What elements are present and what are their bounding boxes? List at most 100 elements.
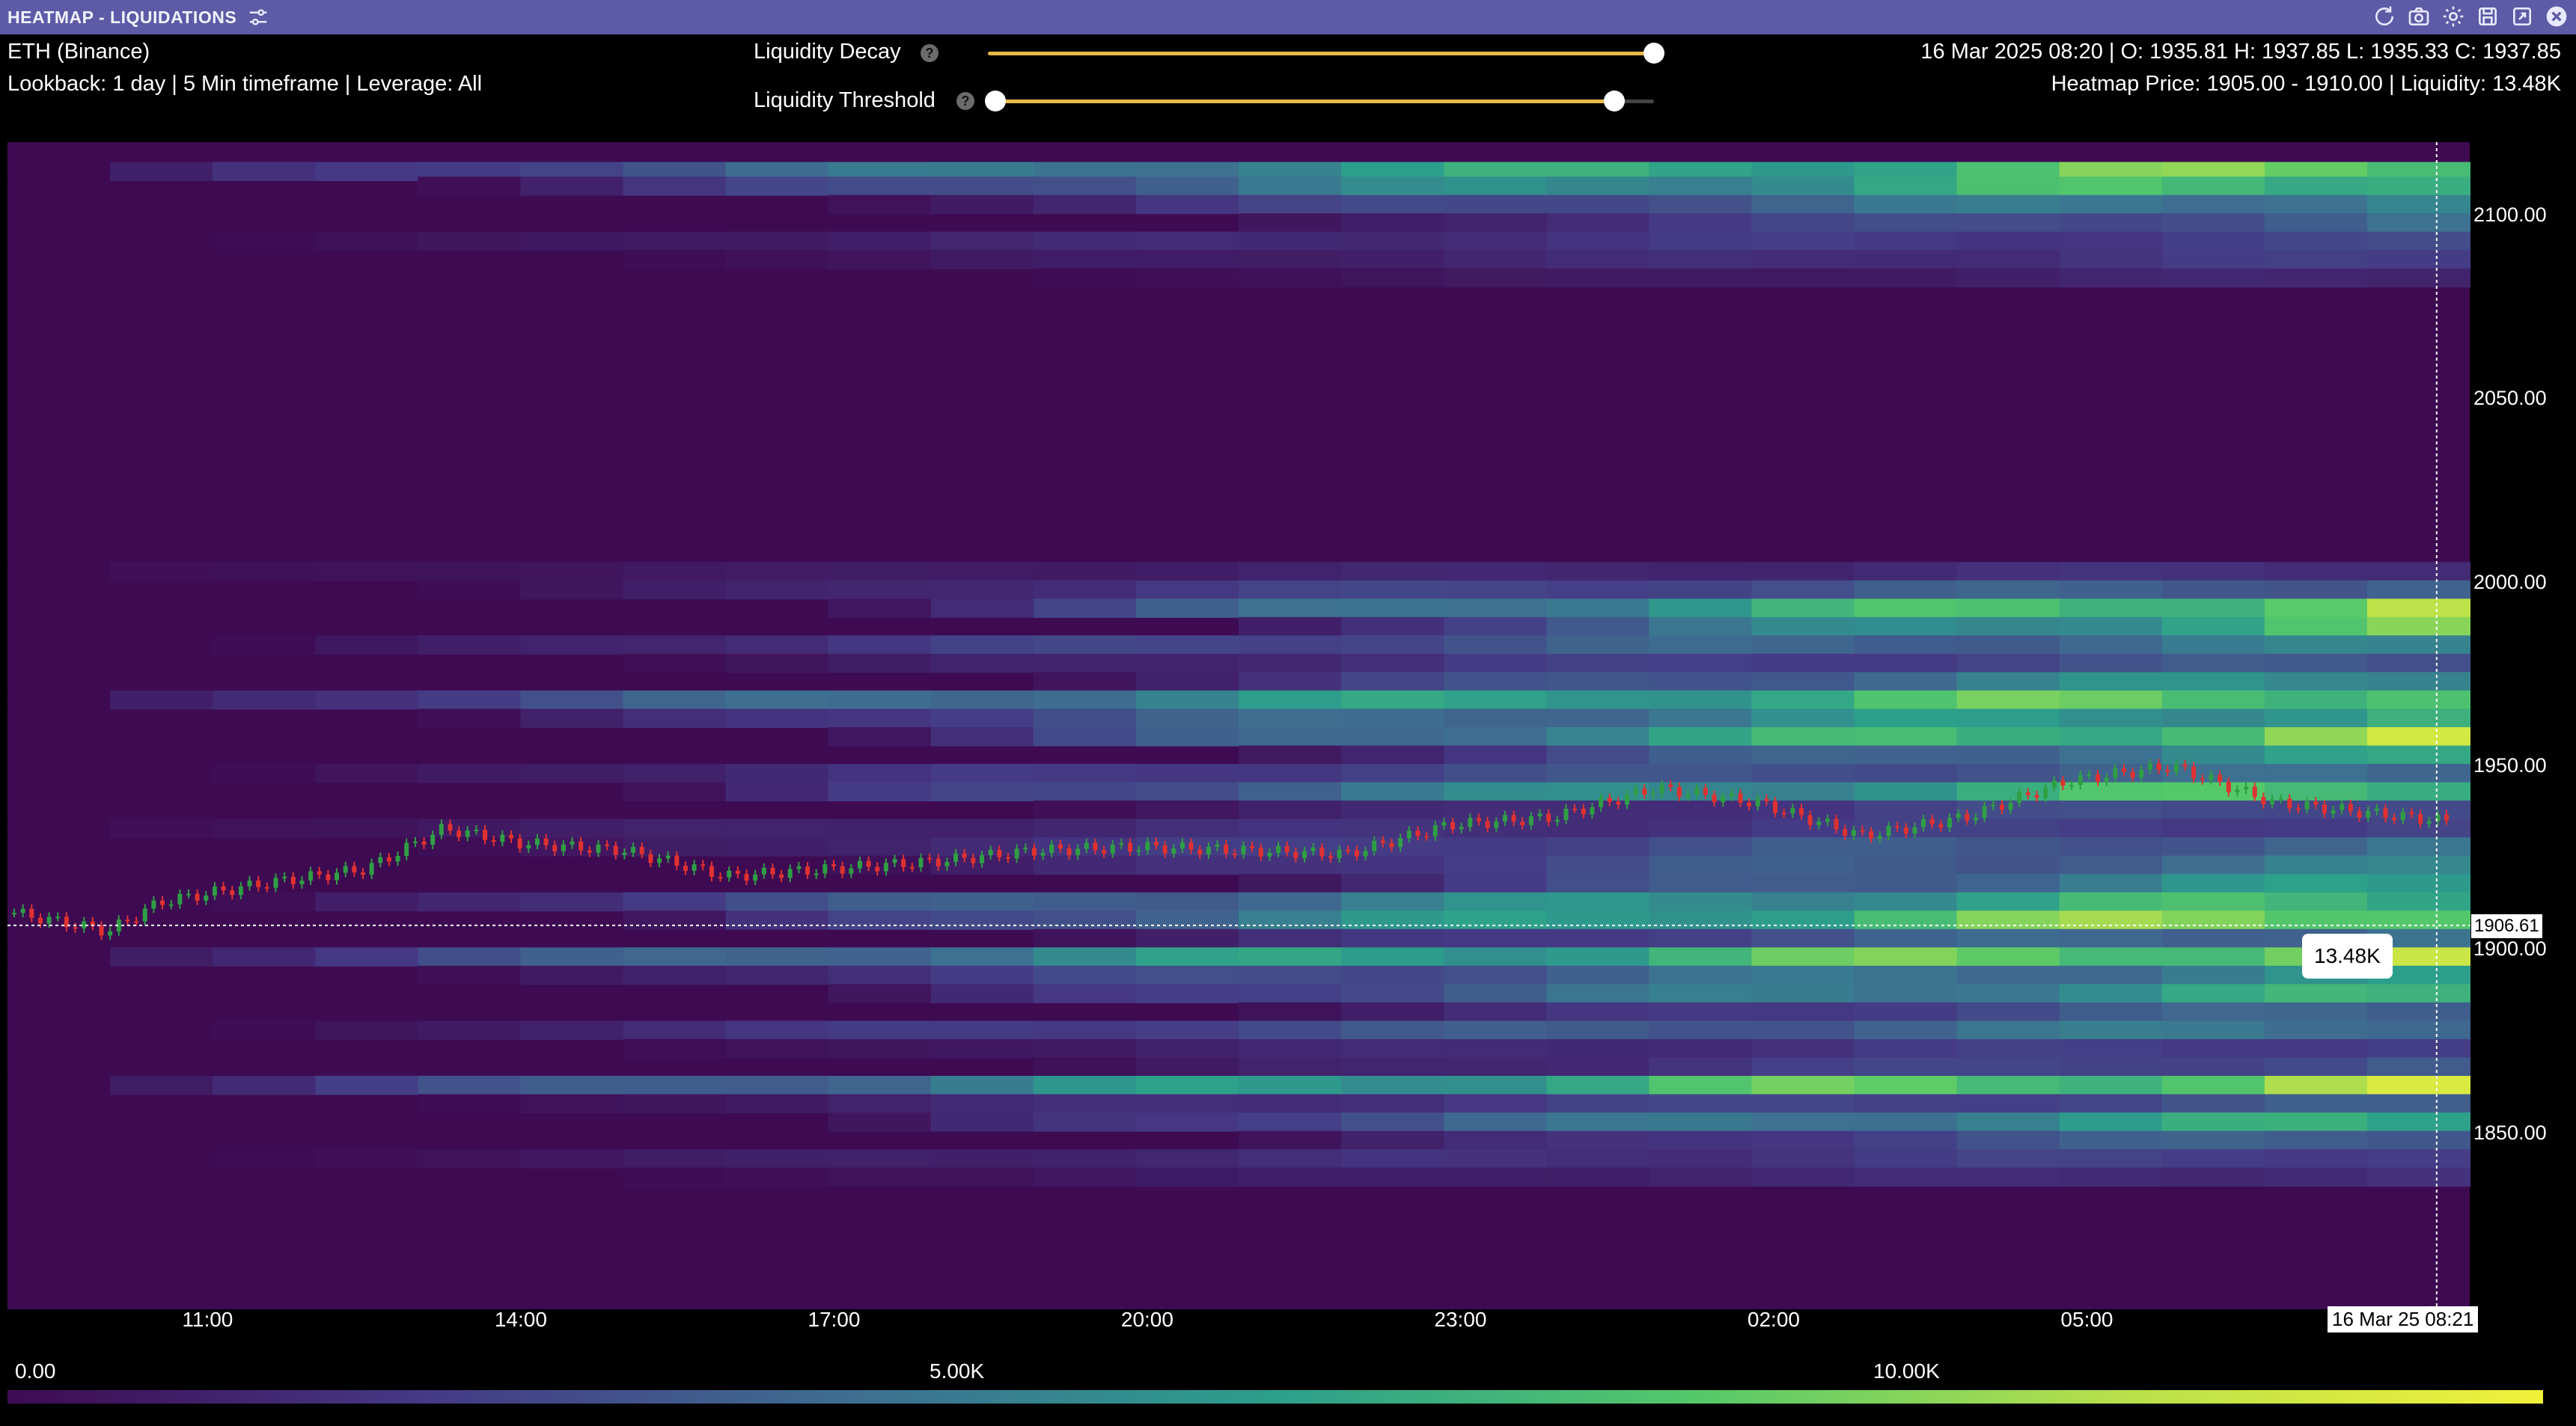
export-icon[interactable]	[2510, 4, 2534, 28]
candle	[2383, 804, 2388, 823]
candle	[814, 869, 819, 879]
y-tick-label: 2050.00	[2473, 387, 2547, 410]
liquidity-band	[623, 250, 2470, 269]
candle	[1511, 810, 1516, 827]
candle	[953, 848, 959, 866]
liquidity-threshold-min-handle[interactable]	[985, 91, 1006, 111]
x-tick-label: 02:00	[1747, 1308, 1800, 1331]
liquidity-decay-handle[interactable]	[1643, 43, 1664, 64]
liquidity-band	[828, 1113, 2470, 1132]
candle	[299, 876, 305, 889]
candle	[709, 861, 714, 881]
candle	[1877, 831, 1882, 843]
candle	[1485, 816, 1490, 833]
ohlc-readout: 16 Mar 2025 08:20 | O: 1935.81 H: 1937.8…	[1920, 40, 2561, 64]
candle	[1572, 804, 1578, 813]
candle	[1703, 783, 1708, 800]
candle	[142, 904, 147, 926]
window-title: HEATMAP - LIQUIDATIONS	[7, 7, 237, 27]
candle	[2409, 807, 2414, 819]
candle	[1798, 804, 1804, 820]
x-tick-label: 23:00	[1434, 1308, 1487, 1331]
tune-icon[interactable]	[247, 6, 269, 28]
liquidation-heatmap[interactable]	[0, 142, 2576, 1309]
candle	[2261, 792, 2266, 809]
candle	[1607, 793, 1612, 807]
candle	[2051, 776, 2057, 792]
liquidity-band	[1033, 268, 2470, 288]
candle	[256, 875, 261, 892]
liquidity-decay-help-icon[interactable]: ?	[921, 44, 938, 62]
candle	[605, 839, 610, 851]
candle	[657, 854, 662, 868]
candle	[508, 830, 513, 843]
candle	[596, 839, 601, 857]
candle	[2182, 759, 2188, 771]
gear-icon[interactable]	[2441, 4, 2465, 28]
candle	[2069, 780, 2075, 790]
candle	[2435, 810, 2441, 826]
candle	[779, 869, 784, 883]
candle	[552, 840, 558, 856]
candle	[1459, 822, 1464, 834]
candle	[1250, 841, 1255, 853]
crosshair-price-tag: 1906.61	[2471, 914, 2542, 938]
liquidity-band	[828, 726, 2470, 747]
candle	[1781, 808, 1786, 818]
x-tick-label: 17:00	[808, 1308, 861, 1331]
candle	[1389, 838, 1394, 852]
candle	[1206, 842, 1211, 860]
liquidity-band	[1033, 1057, 2470, 1077]
liquidity-band	[418, 709, 2470, 728]
candle	[1554, 815, 1560, 827]
liquidity-decay-fill	[988, 52, 1654, 55]
candle	[2252, 782, 2257, 802]
candle	[648, 849, 653, 868]
camera-icon[interactable]	[2407, 4, 2431, 28]
candle	[99, 921, 104, 940]
candle	[805, 862, 811, 879]
liquidity-threshold-max-handle[interactable]	[1604, 91, 1626, 111]
legend-label-max: 10.00K	[1873, 1359, 1940, 1383]
candle	[247, 875, 252, 891]
candle	[1267, 848, 1272, 861]
candle	[1633, 784, 1638, 799]
liquidity-band	[1033, 801, 2470, 820]
candle	[1912, 822, 1917, 839]
candle	[2191, 762, 2197, 783]
candle	[264, 882, 269, 893]
candle	[1468, 813, 1473, 832]
candle	[2313, 797, 2319, 810]
candle	[151, 896, 156, 914]
candle	[2043, 783, 2048, 803]
candle	[517, 833, 522, 853]
candle	[674, 851, 680, 871]
candle	[12, 908, 16, 918]
save-icon[interactable]	[2476, 4, 2500, 28]
candle	[238, 881, 243, 900]
candle	[1825, 814, 1830, 827]
candle	[2374, 804, 2379, 815]
candle	[1128, 838, 1133, 857]
liquidity-band	[213, 764, 2470, 783]
candle	[1520, 817, 1525, 830]
candle	[1450, 818, 1456, 834]
y-tick-label: 1950.00	[2473, 753, 2547, 777]
candle	[2348, 799, 2353, 816]
candle	[1232, 849, 1237, 859]
candle	[1694, 783, 1700, 799]
candle	[761, 863, 766, 879]
candle	[2218, 770, 2223, 786]
liquidity-band	[7, 818, 2470, 839]
candle	[282, 872, 287, 883]
candle	[177, 889, 183, 909]
liquidity-threshold-help-icon[interactable]: ?	[956, 92, 974, 110]
liquidity-band	[213, 1020, 2470, 1040]
candle	[2034, 790, 2039, 803]
candle	[1224, 839, 1229, 858]
candle	[1590, 803, 1595, 819]
close-icon[interactable]	[2545, 4, 2569, 28]
refresh-icon[interactable]	[2372, 4, 2396, 28]
candle	[927, 853, 933, 863]
liquidity-band	[213, 231, 2470, 251]
